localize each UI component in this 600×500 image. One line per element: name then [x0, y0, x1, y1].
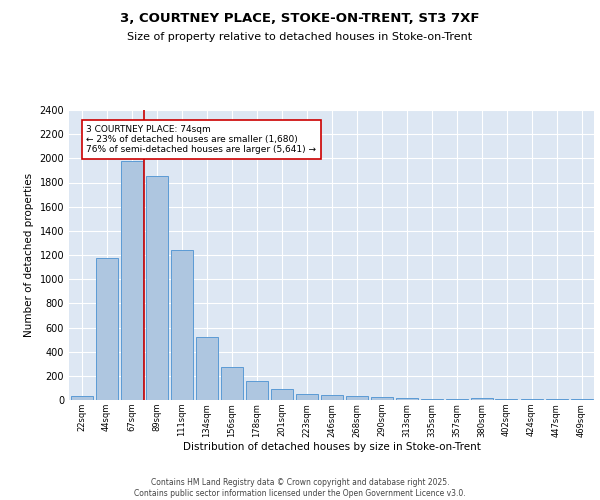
Bar [221, 367, 242, 400]
Bar [346, 396, 367, 400]
Y-axis label: Number of detached properties: Number of detached properties [24, 173, 34, 337]
Bar [371, 397, 392, 400]
Bar [170, 250, 193, 400]
X-axis label: Distribution of detached houses by size in Stoke-on-Trent: Distribution of detached houses by size … [182, 442, 481, 452]
Bar [271, 389, 293, 400]
Bar [470, 398, 493, 400]
Bar [95, 258, 118, 400]
Text: 3, COURTNEY PLACE, STOKE-ON-TRENT, ST3 7XF: 3, COURTNEY PLACE, STOKE-ON-TRENT, ST3 7… [120, 12, 480, 26]
Bar [245, 380, 268, 400]
Bar [71, 396, 92, 400]
Bar [196, 337, 218, 400]
Bar [320, 395, 343, 400]
Text: Size of property relative to detached houses in Stoke-on-Trent: Size of property relative to detached ho… [127, 32, 473, 42]
Bar [121, 162, 143, 400]
Bar [296, 394, 317, 400]
Bar [421, 399, 443, 400]
Bar [395, 398, 418, 400]
Text: 3 COURTNEY PLACE: 74sqm
← 23% of detached houses are smaller (1,680)
76% of semi: 3 COURTNEY PLACE: 74sqm ← 23% of detache… [86, 124, 317, 154]
Bar [146, 176, 167, 400]
Text: Contains HM Land Registry data © Crown copyright and database right 2025.
Contai: Contains HM Land Registry data © Crown c… [134, 478, 466, 498]
